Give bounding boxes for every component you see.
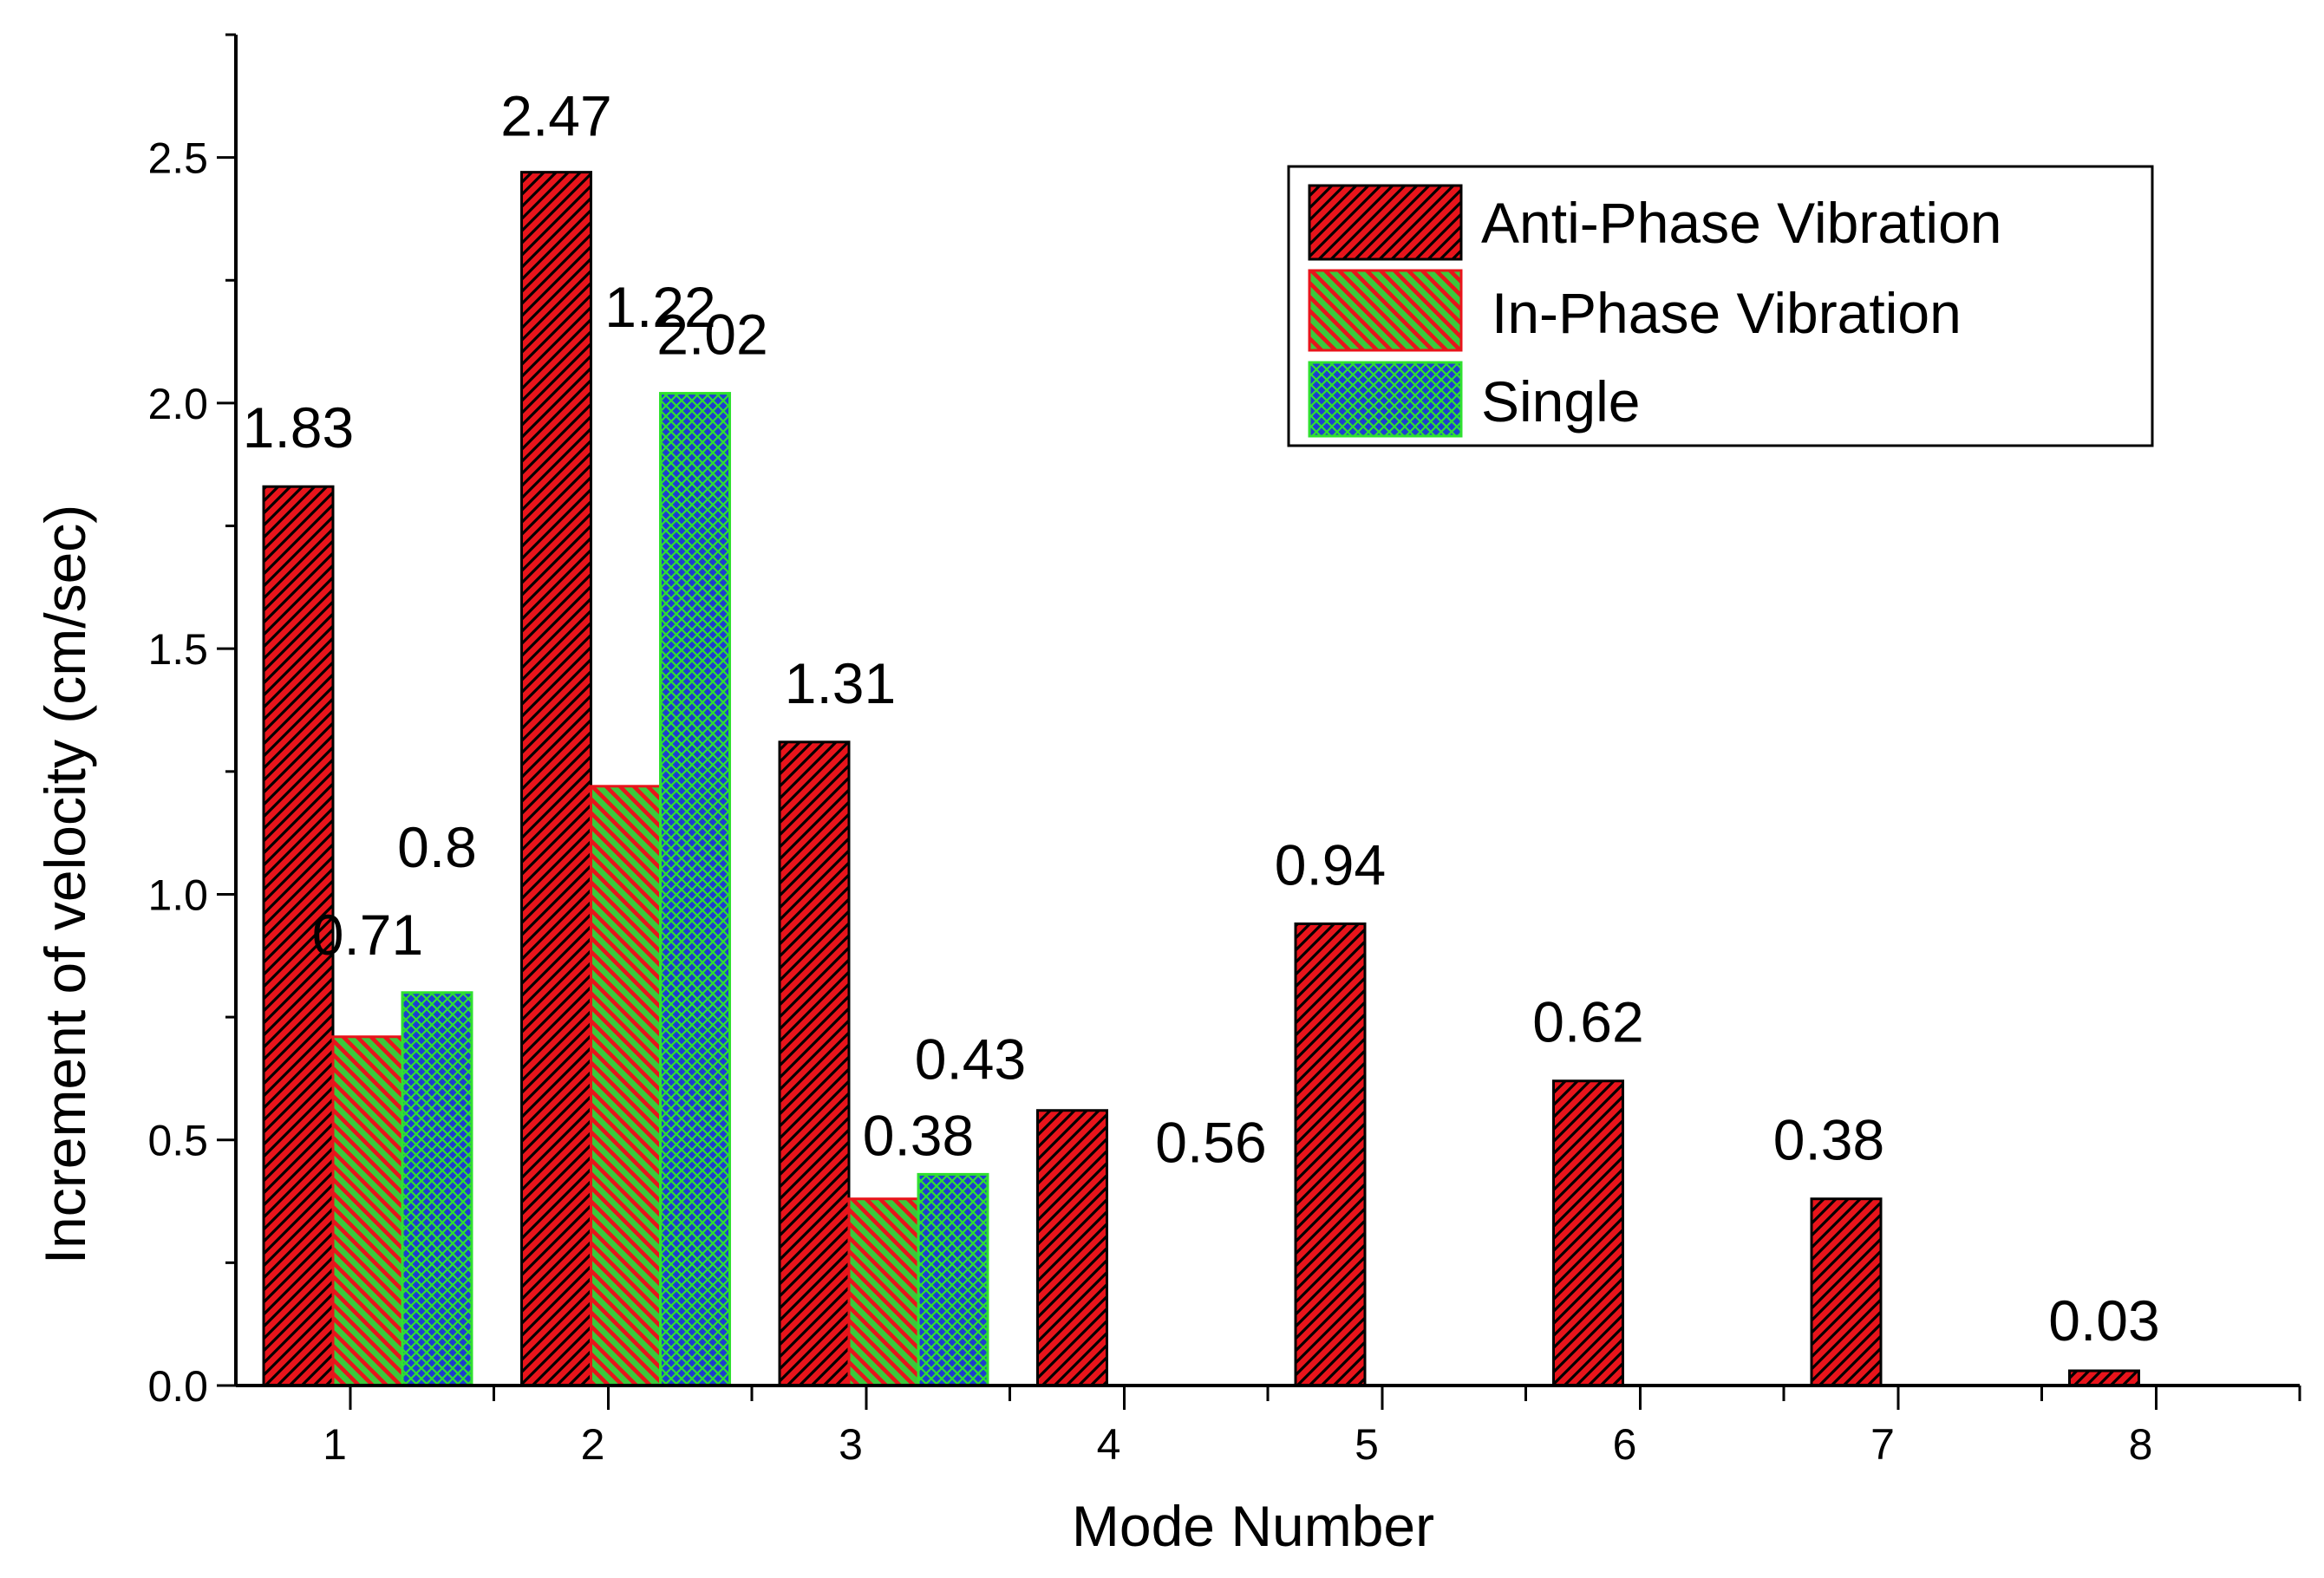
bar-anti-phase-vibration-mode-7 [1810, 1197, 1883, 1387]
data-label: 1.83 [243, 395, 354, 460]
bar-anti-phase-vibration-mode-8 [2068, 1369, 2140, 1387]
x-tick-label: 1 [323, 1420, 347, 1469]
bar-anti-phase-vibration-mode-3 [778, 740, 851, 1387]
legend-swatch-single [1308, 361, 1463, 438]
x-tick-label: 8 [2129, 1420, 2153, 1469]
data-label: 0.38 [863, 1104, 974, 1168]
data-label: 0.03 [2048, 1288, 2159, 1353]
y-axis-title: Increment of velocity (cm/sec) [33, 505, 97, 1265]
data-label: 2.02 [656, 303, 767, 367]
x-axis-title: Mode Number [1072, 1494, 1434, 1558]
x-tick-label: 5 [1355, 1420, 1379, 1469]
bar-in-phase-vibration-mode-1 [331, 1035, 404, 1387]
x-tick-label: 4 [1097, 1420, 1121, 1469]
x-tick-label: 6 [1613, 1420, 1637, 1469]
data-label: 0.94 [1275, 832, 1386, 897]
legend: Anti-Phase Vibration In-Phase Vibration … [1287, 165, 2154, 447]
data-label: 1.22 [604, 275, 715, 339]
y-tick-label: 2.0 [147, 380, 208, 428]
data-label: 0.43 [915, 1027, 1026, 1091]
y-tick-label: 0.0 [147, 1362, 208, 1411]
legend-swatch-anti-phase [1308, 184, 1463, 261]
legend-label-in-phase: In-Phase Vibration [1492, 281, 1962, 345]
x-tick-label: 2 [581, 1420, 605, 1469]
x-tick-label: 7 [1870, 1420, 1895, 1469]
data-label: 0.8 [397, 815, 477, 879]
bar-anti-phase-vibration-mode-1 [262, 485, 335, 1387]
bar-anti-phase-vibration-mode-5 [1294, 922, 1367, 1387]
data-label: 2.47 [500, 84, 611, 148]
data-label: 0.56 [1155, 1111, 1266, 1175]
bar-in-phase-vibration-mode-3 [847, 1197, 920, 1387]
legend-swatch-in-phase [1308, 269, 1463, 352]
data-label: 0.71 [312, 903, 423, 967]
bar-anti-phase-vibration-mode-6 [1552, 1079, 1624, 1387]
data-label: 0.62 [1532, 990, 1643, 1054]
y-ticks: 0.0 0.5 1.0 1.5 2.0 2.5 [147, 33, 236, 1411]
bar-in-phase-vibration-mode-2 [590, 785, 662, 1387]
data-label: 0.38 [1773, 1108, 1884, 1172]
bar-single-mode-3 [917, 1172, 989, 1387]
y-tick-label: 1.0 [147, 871, 208, 919]
x-ticks: 1 2 3 4 5 6 7 8 [323, 1386, 2301, 1469]
bars [262, 171, 2140, 1387]
bar-anti-phase-vibration-mode-2 [520, 171, 592, 1387]
data-label: 1.31 [785, 651, 896, 715]
y-tick-label: 0.5 [147, 1117, 208, 1165]
bar-single-mode-2 [659, 392, 731, 1387]
x-tick-label: 3 [839, 1420, 863, 1469]
legend-label-anti-phase: Anti-Phase Vibration [1481, 191, 2001, 255]
data-labels: 1.83 0.71 0.8 2.47 1.222.02 1.31 0.38 0.43 0.56 0… [243, 84, 2160, 1353]
legend-label-single: Single [1481, 369, 1640, 434]
bar-single-mode-1 [401, 991, 473, 1387]
bar-anti-phase-vibration-mode-4 [1036, 1109, 1108, 1387]
y-tick-label: 1.5 [147, 625, 208, 674]
y-tick-label: 2.5 [147, 134, 208, 183]
